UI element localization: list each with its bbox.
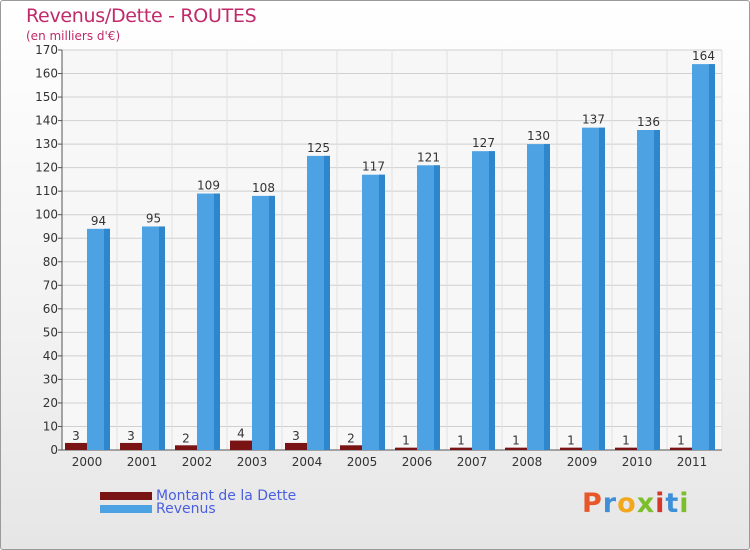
bar-revenus-shade [159, 226, 165, 450]
legend-swatch-revenus [100, 505, 152, 513]
bar-revenus-shade [214, 193, 220, 450]
y-tick-label: 40 [43, 349, 58, 363]
y-tick-label: 110 [35, 184, 58, 198]
bar-revenus-shade [489, 151, 495, 451]
data-label-dette: 1 [457, 434, 465, 448]
x-tick-label: 2009 [567, 455, 598, 469]
bar-dette [505, 447, 527, 450]
legend-swatch-dette [100, 492, 152, 500]
data-label-revenus: 125 [307, 141, 330, 155]
x-tick-label: 2002 [182, 455, 213, 469]
data-label-revenus: 95 [146, 211, 161, 225]
y-tick-label: 150 [35, 90, 58, 104]
bar-revenus-shade [709, 64, 715, 450]
y-tick-label: 60 [43, 302, 58, 316]
y-tick-label: 170 [35, 43, 58, 57]
chart-subtitle: (en milliers d'€) [26, 29, 121, 43]
grid-lines [61, 49, 723, 451]
legend-item-dette: Montant de la Dette [100, 488, 296, 504]
bar-dette [340, 445, 362, 450]
y-tick-label: 130 [35, 137, 58, 151]
y-tick-label: 140 [35, 114, 58, 128]
logo-letter: i [655, 488, 666, 519]
logo-letter: i [679, 488, 690, 519]
y-tick-label: 120 [35, 161, 58, 175]
logo-letter: P [582, 488, 603, 519]
bar-revenus-shade [654, 130, 660, 450]
bar-revenus-shade [269, 195, 275, 450]
data-label-dette: 1 [402, 434, 410, 448]
x-tick-label: 2005 [347, 455, 378, 469]
bar-dette [120, 442, 142, 450]
data-label-dette: 3 [127, 429, 135, 443]
data-label-dette: 4 [237, 427, 245, 441]
data-label-revenus: 137 [582, 113, 605, 127]
bar-dette [175, 445, 197, 450]
bar-revenus-shade [324, 155, 330, 450]
chart-title: Revenus/Dette - ROUTES [26, 5, 257, 27]
data-label-dette: 1 [622, 434, 630, 448]
bar-dette [285, 442, 307, 450]
bar-revenus-shade [104, 228, 110, 450]
y-tick-label: 10 [43, 419, 58, 433]
data-label-dette: 3 [292, 429, 300, 443]
x-tick-label: 2011 [677, 455, 708, 469]
y-tick-label: 30 [43, 372, 58, 386]
data-labels: 3 94 3 95 2 109 4 108 3 125 2 117 1 121 1 127 1 130 1 137 1 1… [72, 49, 715, 448]
logo-letter: o [617, 488, 637, 519]
bar-dette [670, 447, 692, 450]
bar-revenus-shade [379, 174, 385, 451]
bar-revenus-shade [544, 144, 550, 450]
legend-item-revenus: Revenus [100, 501, 216, 517]
proxiti-logo: Proxiti [582, 488, 690, 519]
bar-dette [230, 440, 252, 450]
x-tick-label: 2006 [402, 455, 433, 469]
axes: 0 10 20 30 40 50 60 70 80 90 100 110 120 130 140 150 160… [35, 43, 722, 469]
y-tick-label: 70 [43, 278, 58, 292]
y-tick-label: 90 [43, 231, 58, 245]
x-tick-label: 2007 [457, 455, 488, 469]
data-label-revenus: 94 [91, 214, 106, 228]
y-tick-label: 20 [43, 396, 58, 410]
x-tick-label: 2008 [512, 455, 543, 469]
data-label-dette: 1 [512, 434, 520, 448]
data-label-dette: 1 [567, 434, 575, 448]
bar-dette [560, 447, 582, 450]
x-tick-label: 2000 [72, 455, 103, 469]
data-label-revenus: 117 [362, 160, 385, 174]
y-tick-label: 160 [35, 67, 58, 81]
bar-dette [615, 447, 637, 450]
legend-label-revenus: Revenus [156, 501, 216, 517]
bar-revenus-shade [599, 127, 605, 450]
data-label-revenus: 127 [472, 136, 495, 150]
logo-letter: r [602, 488, 618, 519]
data-label-dette: 2 [182, 431, 190, 445]
bars [65, 64, 715, 451]
data-label-revenus: 109 [197, 179, 220, 193]
data-label-revenus: 164 [692, 49, 715, 63]
x-tick-label: 2010 [622, 455, 653, 469]
x-tick-label: 2003 [237, 455, 268, 469]
logo-letter: t [665, 488, 680, 519]
data-label-revenus: 121 [417, 150, 440, 164]
bar-dette [65, 442, 87, 450]
data-label-dette: 2 [347, 431, 355, 445]
bar-revenus-shade [434, 165, 440, 450]
y-tick-label: 100 [35, 208, 58, 222]
x-tick-label: 2001 [127, 455, 158, 469]
data-label-revenus: 136 [637, 115, 660, 129]
y-tick-label: 0 [50, 443, 58, 457]
data-label-revenus: 108 [252, 181, 275, 195]
logo-letter: x [636, 488, 656, 519]
bar-dette [450, 447, 472, 450]
data-label-dette: 1 [677, 434, 685, 448]
legend-label-dette: Montant de la Dette [156, 488, 297, 504]
data-label-dette: 3 [72, 429, 80, 443]
y-tick-label: 50 [43, 325, 58, 339]
y-tick-label: 80 [43, 255, 58, 269]
data-label-revenus: 130 [527, 129, 550, 143]
bar-dette [395, 447, 417, 450]
x-tick-label: 2004 [292, 455, 323, 469]
